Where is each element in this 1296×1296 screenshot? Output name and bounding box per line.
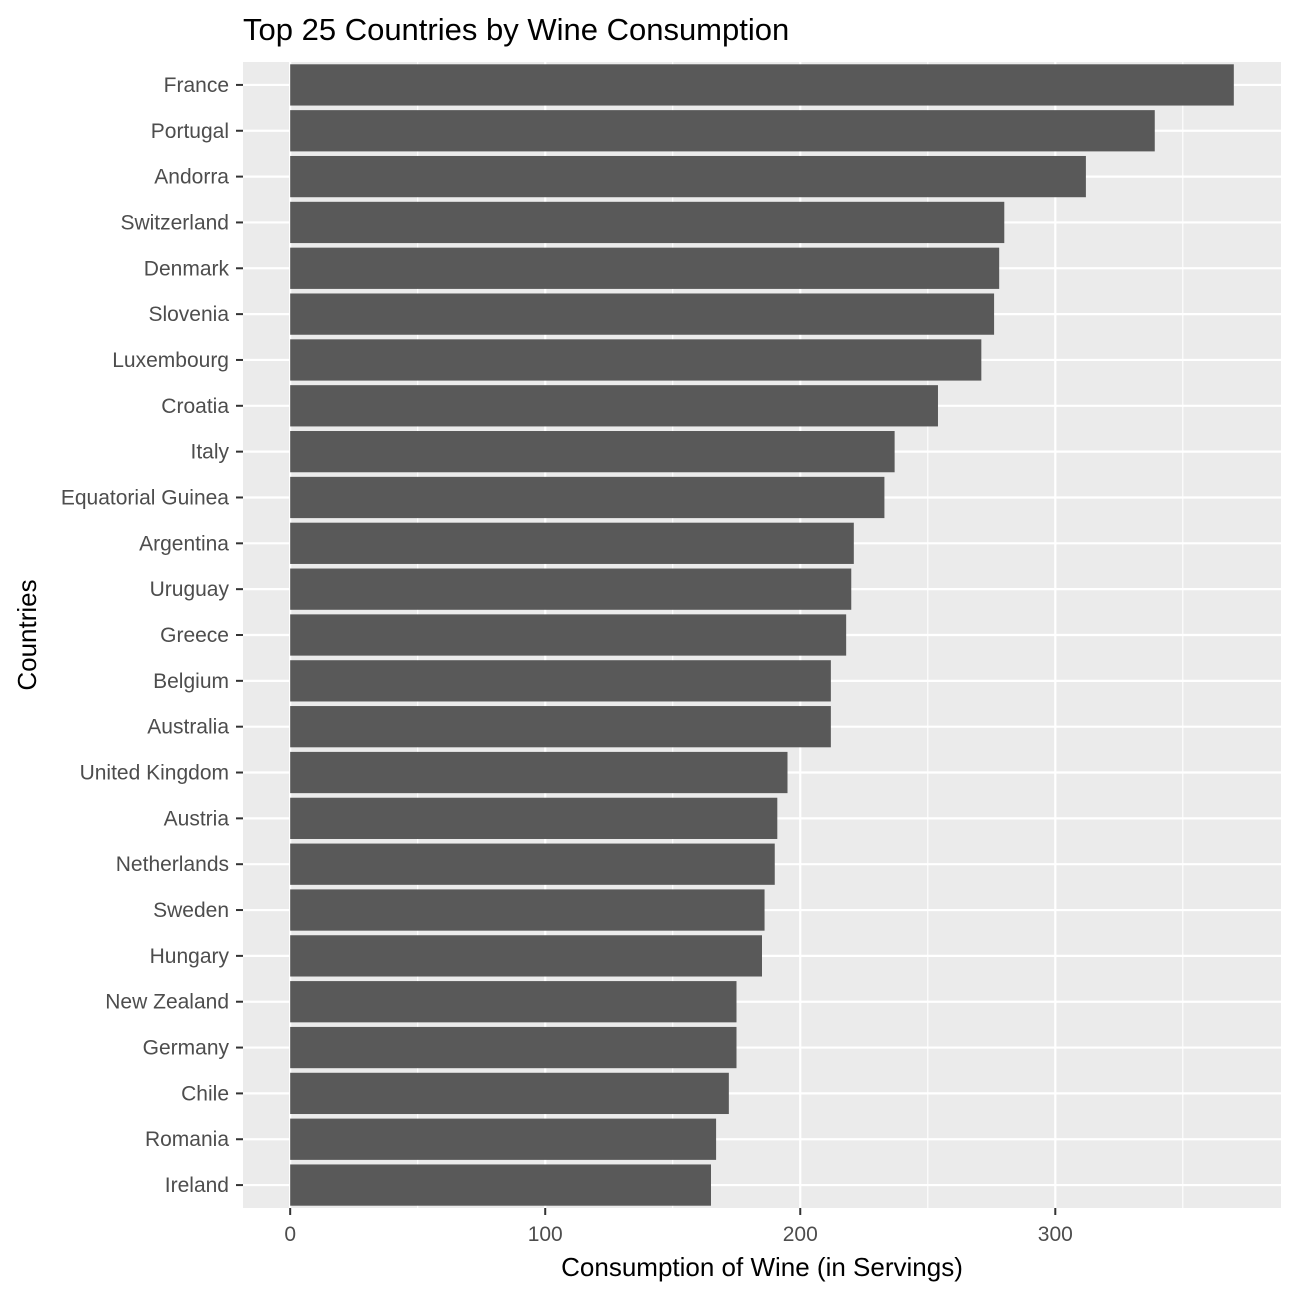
bar-portugal <box>290 110 1155 152</box>
y-tick-label: Equatorial Guinea <box>61 486 229 509</box>
bar-sweden <box>290 889 765 931</box>
chart-title: Top 25 Countries by Wine Consumption <box>243 12 789 47</box>
bar-uruguay <box>290 568 852 610</box>
y-tick-label: United Kingdom <box>80 762 229 785</box>
y-tick-label: Portugal <box>151 120 229 143</box>
y-tick-label: Sweden <box>153 899 229 922</box>
y-tick-label: Argentina <box>139 532 229 555</box>
x-axis-title: Consumption of Wine (in Servings) <box>561 1252 963 1282</box>
bar-hungary <box>290 935 762 977</box>
y-tick-label: Slovenia <box>148 303 229 326</box>
y-tick-label: France <box>164 74 229 97</box>
y-tick-label: Hungary <box>150 945 230 968</box>
y-tick-label: Chile <box>181 1082 229 1105</box>
x-tick-label: 0 <box>284 1223 296 1246</box>
bar-croatia <box>290 385 938 427</box>
y-tick-label: Ireland <box>165 1174 229 1197</box>
x-axis: 0 100 200 300 <box>284 1208 1073 1246</box>
bar-united-kingdom <box>290 751 788 794</box>
bar-italy <box>290 431 895 473</box>
bar-ireland <box>290 1164 711 1206</box>
bar-germany <box>290 1026 737 1069</box>
bar-chile <box>290 1072 729 1115</box>
y-tick-label: New Zealand <box>105 991 229 1014</box>
bar-romania <box>290 1118 717 1160</box>
y-tick-label: Netherlands <box>116 853 229 876</box>
y-tick-label: Belgium <box>153 670 229 693</box>
bars <box>290 64 1234 1206</box>
bar-andorra <box>290 155 1086 198</box>
y-tick-label: Austria <box>164 807 230 830</box>
y-tick-label: Uruguay <box>150 578 230 601</box>
bar-argentina <box>290 522 854 564</box>
bar-equatorial-guinea <box>290 476 885 519</box>
x-tick-label: 200 <box>783 1223 818 1246</box>
bar-switzerland <box>290 201 1005 244</box>
bar-austria <box>290 797 778 839</box>
y-tick-label: Romania <box>145 1128 229 1151</box>
bar-france <box>290 64 1234 106</box>
y-tick-label: Denmark <box>144 257 230 280</box>
y-tick-label: Italy <box>190 441 229 464</box>
x-tick-label: 300 <box>1038 1223 1073 1246</box>
bar-new-zealand <box>290 981 737 1023</box>
bar-belgium <box>290 660 831 702</box>
bar-slovenia <box>290 293 995 335</box>
y-tick-label: Croatia <box>161 395 229 418</box>
bar-australia <box>290 706 831 748</box>
y-tick-label: Germany <box>143 1037 230 1060</box>
bar-greece <box>290 614 847 656</box>
bar-netherlands <box>290 843 775 885</box>
y-tick-label: Andorra <box>154 166 229 189</box>
y-tick-label: Switzerland <box>120 211 229 234</box>
y-tick-label: Luxembourg <box>112 349 229 372</box>
y-tick-label: Greece <box>160 624 229 647</box>
bar-luxembourg <box>290 339 982 381</box>
bar-denmark <box>290 247 1000 289</box>
y-axis-title: Countries <box>12 579 42 690</box>
y-tick-label: Australia <box>147 716 229 739</box>
y-axis: France Portugal Andorra Switzerland Denmark S… <box>61 74 243 1197</box>
x-tick-label: 100 <box>528 1223 563 1246</box>
